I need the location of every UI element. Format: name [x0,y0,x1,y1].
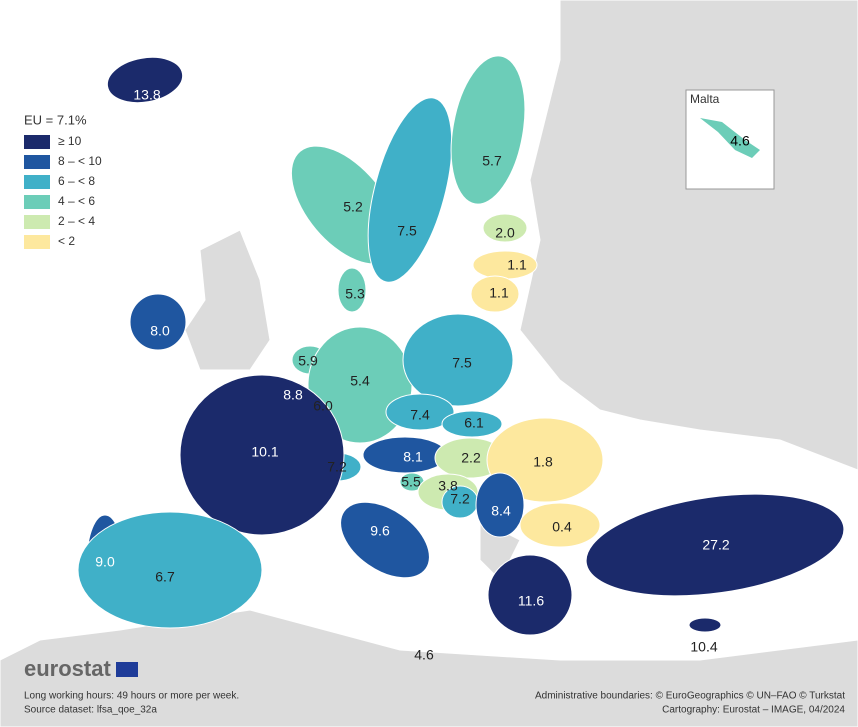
region-label: 6.1 [464,415,484,431]
region-label: 10.1 [251,444,278,460]
region-shape [450,55,526,205]
region-shape [487,554,573,636]
africa [0,609,858,727]
legend-label: < 2 [58,234,75,248]
malta-location-label: 4.6 [414,647,434,663]
region-label: 8.0 [150,323,170,339]
region-label: 7.5 [452,355,472,371]
region-label: 8.8 [283,387,303,403]
region-label: 5.4 [350,373,370,389]
region-label: 5.2 [343,199,363,215]
legend-swatch [24,175,50,189]
legend-label: 6 – < 8 [58,174,95,188]
region-label: 5.3 [345,286,365,302]
regions: 13.8 5.2 7.5 5.7 2.0 1.1 1.1 5.3 8.0 5.9 8.8 6.0 5.4… [77,55,845,655]
legend-label: 8 – < 10 [58,154,102,168]
region-label: 1.1 [507,257,527,273]
region-label: 5.5 [401,474,421,490]
region-label: 11.6 [518,593,544,609]
region-label: 5.9 [298,353,318,369]
region-shape [402,313,514,407]
footer-note: Long working hours: 49 hours or more per… [24,691,239,702]
great-britain [184,229,271,371]
region-shape [385,393,455,431]
region-shape [367,97,453,283]
footer-boundaries: Administrative boundaries: © EuroGeograp… [535,691,845,702]
region-shape [472,250,538,280]
region-label: 1.1 [489,285,509,301]
region-shape [475,472,525,538]
logo: eurostat [24,656,111,681]
region-shape [77,511,263,629]
legend-label: 4 – < 6 [58,194,95,208]
region-shape [340,501,430,579]
region-label: 9.6 [370,523,390,539]
region-label: 7.2 [327,459,347,475]
legend-label: ≥ 10 [58,134,82,148]
region-shape [585,493,845,597]
inset-title: Malta [690,92,720,106]
legend-title: EU = 7.1% [24,112,87,127]
region-label: 7.4 [410,407,430,423]
legend-swatch [24,155,50,169]
legend: ≥ 10 8 – < 10 6 – < 8 4 – < 6 2 – < 4 < 2 [24,134,102,249]
region-label: 0.4 [552,519,572,535]
region-shape [688,617,722,633]
region-label: 9.0 [95,554,115,570]
legend-swatch [24,215,50,229]
east-land [519,0,858,471]
region-label: 27.2 [702,537,729,553]
region-label: 3.8 [438,478,458,494]
malta-label: 4.6 [730,133,750,149]
footer-source: Source dataset: lfsa_qoe_32a [24,705,157,716]
malta-shape [700,118,760,158]
region-label: 10.4 [690,639,717,655]
region-shape [519,502,601,548]
region-shape [482,213,528,243]
eu-flag [116,662,138,677]
region-label: 8.4 [491,503,511,519]
legend-swatch [24,135,50,149]
footer-cartography: Cartography: Eurostat – IMAGE, 04/2024 [662,705,845,716]
legend-label: 2 – < 4 [58,214,95,228]
region-label: 2.0 [495,225,515,241]
region-label: 7.2 [450,491,470,507]
region-shape [106,56,184,104]
region-label: 6.7 [155,569,175,585]
region-shape [179,374,345,536]
region-label: 7.5 [397,223,417,239]
region-label: 8.1 [403,449,423,465]
region-label: 13.8 [133,87,160,103]
region-label: 5.7 [482,153,502,169]
region-label: 1.8 [533,454,553,470]
legend-swatch [24,195,50,209]
region-shape [337,267,367,313]
region-shape [441,410,503,438]
region-label: 6.0 [313,398,333,414]
region-shape [129,293,187,351]
legend-swatch [24,235,50,249]
region-shape [470,275,520,313]
region-label: 2.2 [461,450,481,466]
